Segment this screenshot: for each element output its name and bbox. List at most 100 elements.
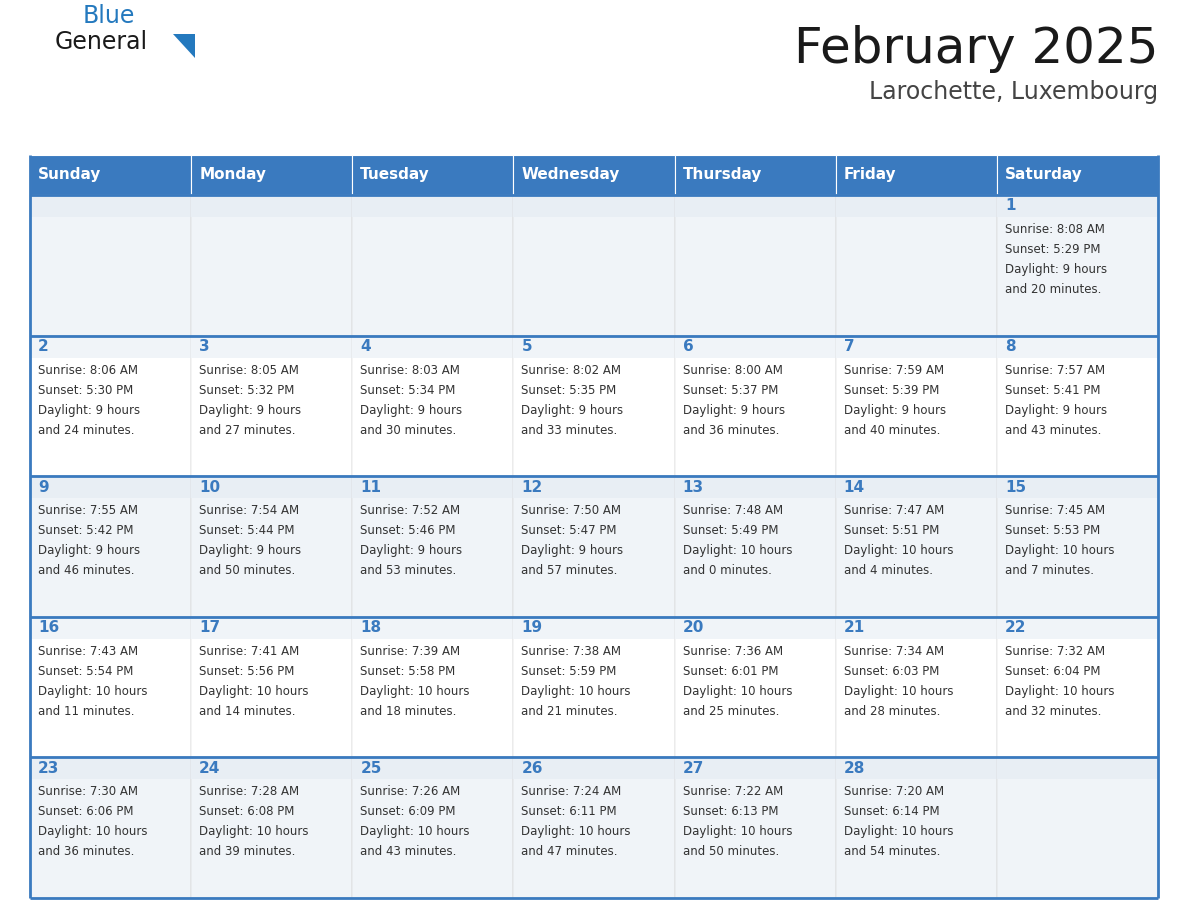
Text: February 2025: February 2025 (794, 25, 1158, 73)
Bar (513, 476, 675, 617)
Text: Sunset: 6:14 PM: Sunset: 6:14 PM (843, 805, 940, 819)
Bar (30, 336, 191, 476)
Bar (30, 757, 191, 898)
Bar (835, 476, 997, 617)
Text: Saturday: Saturday (1005, 167, 1082, 183)
Text: Daylight: 10 hours: Daylight: 10 hours (360, 825, 469, 838)
Bar (513, 195, 675, 217)
Text: Sunset: 5:37 PM: Sunset: 5:37 PM (683, 384, 778, 397)
Text: Sunset: 5:41 PM: Sunset: 5:41 PM (1005, 384, 1100, 397)
Text: Daylight: 10 hours: Daylight: 10 hours (522, 825, 631, 838)
Text: Sunrise: 7:30 AM: Sunrise: 7:30 AM (38, 786, 138, 799)
Text: Daylight: 10 hours: Daylight: 10 hours (1005, 685, 1114, 698)
Bar (675, 476, 835, 617)
Text: 4: 4 (360, 339, 371, 354)
Text: Sunset: 5:32 PM: Sunset: 5:32 PM (200, 384, 295, 397)
Text: Sunset: 6:06 PM: Sunset: 6:06 PM (38, 805, 133, 819)
Text: Daylight: 9 hours: Daylight: 9 hours (1005, 263, 1107, 276)
Text: Sunrise: 7:41 AM: Sunrise: 7:41 AM (200, 644, 299, 658)
Text: Friday: Friday (843, 167, 896, 183)
Bar (30, 195, 191, 336)
Text: 19: 19 (522, 621, 543, 635)
Text: Sunset: 5:42 PM: Sunset: 5:42 PM (38, 524, 133, 537)
Bar (353, 757, 513, 898)
Text: Daylight: 9 hours: Daylight: 9 hours (1005, 404, 1107, 417)
Bar (191, 617, 353, 639)
Text: Daylight: 10 hours: Daylight: 10 hours (200, 825, 309, 838)
Text: Sunset: 5:49 PM: Sunset: 5:49 PM (683, 524, 778, 537)
Text: Sunrise: 8:02 AM: Sunrise: 8:02 AM (522, 364, 621, 376)
Text: and 20 minutes.: and 20 minutes. (1005, 283, 1101, 296)
Text: Daylight: 9 hours: Daylight: 9 hours (200, 544, 302, 557)
Text: 14: 14 (843, 480, 865, 495)
Bar (675, 757, 835, 779)
Bar (997, 476, 1158, 617)
Bar (191, 476, 353, 617)
Text: 27: 27 (683, 761, 704, 776)
Text: and 24 minutes.: and 24 minutes. (38, 423, 134, 437)
Text: Daylight: 10 hours: Daylight: 10 hours (843, 685, 953, 698)
Text: Daylight: 10 hours: Daylight: 10 hours (38, 685, 147, 698)
Text: Sunset: 6:01 PM: Sunset: 6:01 PM (683, 665, 778, 677)
Text: Sunrise: 8:08 AM: Sunrise: 8:08 AM (1005, 223, 1105, 236)
Text: and 7 minutes.: and 7 minutes. (1005, 565, 1094, 577)
Bar (513, 336, 675, 476)
Bar (191, 336, 353, 476)
Text: Sunset: 6:13 PM: Sunset: 6:13 PM (683, 805, 778, 819)
Text: Sunset: 6:09 PM: Sunset: 6:09 PM (360, 805, 456, 819)
Text: 28: 28 (843, 761, 865, 776)
Text: Daylight: 10 hours: Daylight: 10 hours (683, 544, 792, 557)
Text: Sunset: 5:44 PM: Sunset: 5:44 PM (200, 524, 295, 537)
Bar (353, 336, 513, 476)
Bar (513, 476, 675, 498)
Text: Sunrise: 7:32 AM: Sunrise: 7:32 AM (1005, 644, 1105, 658)
Bar (30, 617, 191, 639)
Text: Daylight: 9 hours: Daylight: 9 hours (683, 404, 785, 417)
Text: 20: 20 (683, 621, 704, 635)
Text: Sunset: 5:39 PM: Sunset: 5:39 PM (843, 384, 939, 397)
Text: Daylight: 10 hours: Daylight: 10 hours (683, 825, 792, 838)
Text: and 50 minutes.: and 50 minutes. (200, 565, 296, 577)
Text: and 40 minutes.: and 40 minutes. (843, 423, 940, 437)
Text: Thursday: Thursday (683, 167, 762, 183)
Text: Sunset: 5:59 PM: Sunset: 5:59 PM (522, 665, 617, 677)
Bar (191, 757, 353, 898)
Text: Daylight: 9 hours: Daylight: 9 hours (522, 404, 624, 417)
Bar (997, 195, 1158, 336)
Text: 7: 7 (843, 339, 854, 354)
Bar (997, 155, 1158, 195)
Text: and 43 minutes.: and 43 minutes. (360, 845, 456, 858)
Bar (353, 155, 513, 195)
Text: Sunset: 5:58 PM: Sunset: 5:58 PM (360, 665, 455, 677)
Bar (191, 476, 353, 498)
Text: Daylight: 10 hours: Daylight: 10 hours (1005, 544, 1114, 557)
Text: 6: 6 (683, 339, 694, 354)
Text: Blue: Blue (83, 4, 135, 28)
Bar (30, 336, 191, 358)
Bar (675, 155, 835, 195)
Text: 12: 12 (522, 480, 543, 495)
Text: Sunrise: 7:57 AM: Sunrise: 7:57 AM (1005, 364, 1105, 376)
Bar (353, 617, 513, 757)
Bar (513, 195, 675, 336)
Bar (997, 336, 1158, 358)
Text: and 57 minutes.: and 57 minutes. (522, 565, 618, 577)
Bar (30, 195, 191, 217)
Text: Sunset: 5:53 PM: Sunset: 5:53 PM (1005, 524, 1100, 537)
Text: and 27 minutes.: and 27 minutes. (200, 423, 296, 437)
Bar (675, 336, 835, 358)
Text: Daylight: 10 hours: Daylight: 10 hours (522, 685, 631, 698)
Bar (191, 336, 353, 358)
Bar (675, 195, 835, 217)
Text: Sunset: 6:11 PM: Sunset: 6:11 PM (522, 805, 617, 819)
Text: 17: 17 (200, 621, 220, 635)
Bar (675, 617, 835, 757)
Text: 22: 22 (1005, 621, 1026, 635)
Text: 11: 11 (360, 480, 381, 495)
Text: Daylight: 9 hours: Daylight: 9 hours (360, 404, 462, 417)
Text: and 11 minutes.: and 11 minutes. (38, 705, 134, 718)
Bar (513, 617, 675, 639)
Bar (353, 195, 513, 336)
Bar (675, 336, 835, 476)
Text: Sunset: 5:56 PM: Sunset: 5:56 PM (200, 665, 295, 677)
